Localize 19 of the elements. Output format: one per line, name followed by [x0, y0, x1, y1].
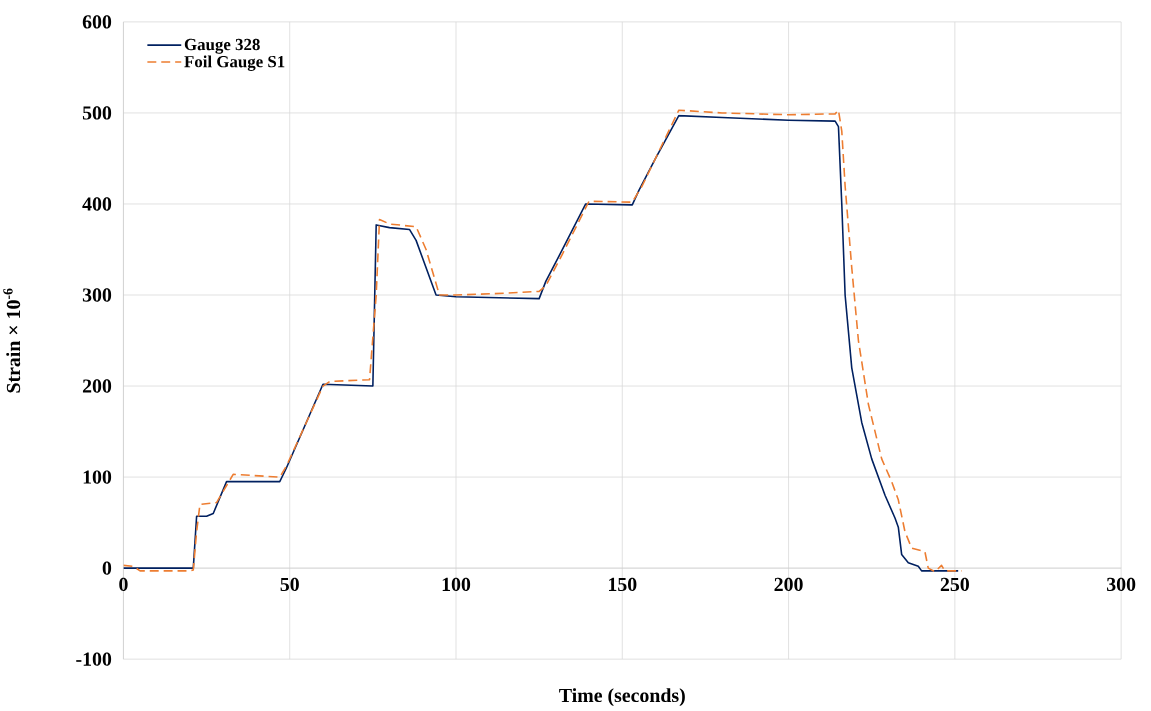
- y-tick-label: 0: [102, 561, 112, 575]
- y-tick-label: 300: [82, 288, 112, 302]
- y-tick-label: -100: [76, 652, 112, 666]
- x-axis-title: Time (seconds): [559, 688, 685, 707]
- y-axis-title: Strain × 10$^{-6}$: [3, 288, 21, 393]
- y-tick-label: 100: [83, 470, 112, 484]
- x-tick-label: 300: [1107, 577, 1136, 592]
- x-tick-label: 0: [119, 577, 128, 592]
- x-tick-label: 50: [280, 577, 299, 592]
- y-tick-label: 200: [82, 379, 112, 393]
- legend-label: Foil Gauge S1: [184, 55, 285, 71]
- legend-label: Gauge 328: [184, 38, 260, 54]
- x-tick-label: 150: [609, 577, 637, 592]
- x-tick-label: 200: [774, 577, 803, 592]
- y-tick-label: 600: [82, 15, 112, 29]
- x-tick-label: 250: [940, 577, 969, 592]
- x-tick-label: 100: [442, 577, 471, 592]
- y-tick-label: 400: [82, 197, 112, 211]
- y-tick-label: 500: [82, 106, 112, 120]
